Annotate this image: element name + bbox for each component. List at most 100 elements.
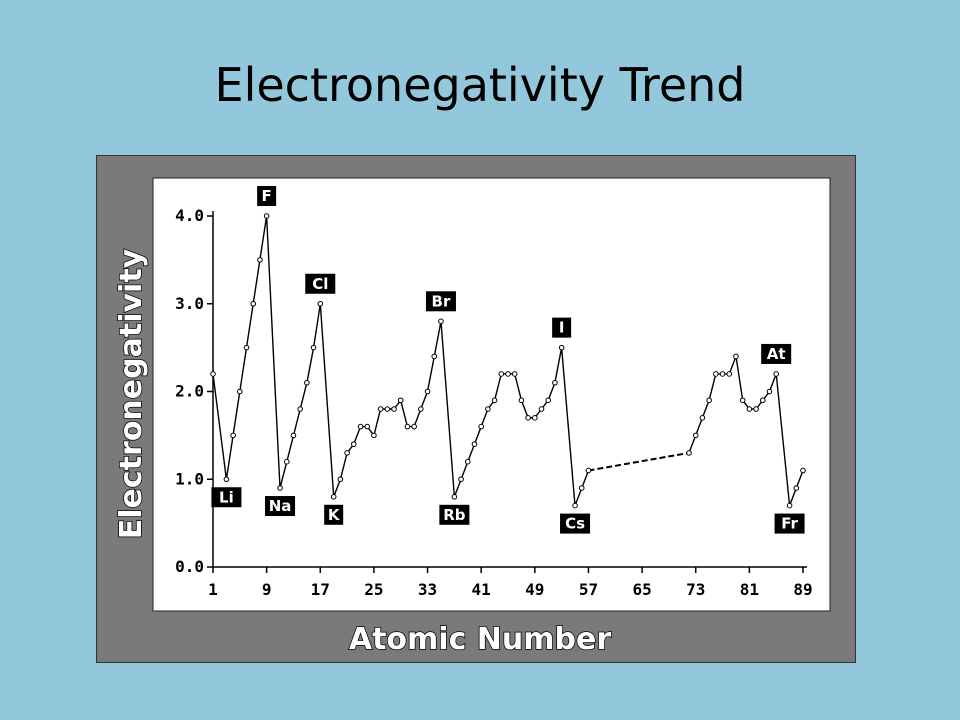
element-label-box: [560, 513, 591, 534]
data-point: [766, 388, 773, 395]
data-point: [585, 467, 592, 474]
data-point: [283, 458, 290, 465]
data-point: [257, 257, 263, 263]
y-tick-label: 0.0: [175, 557, 204, 576]
data-point: [739, 397, 746, 404]
element-label-text: Fr: [781, 515, 798, 533]
data-point: [377, 406, 384, 412]
x-tick-label: 1: [208, 580, 218, 599]
element-label-text: I: [559, 319, 565, 337]
x-tick-label: 73: [686, 580, 705, 599]
element-label-at: At: [761, 343, 792, 364]
element-label-fr: Fr: [774, 513, 805, 534]
y-tick-label: 1.0: [175, 469, 204, 488]
element-label-text: K: [328, 506, 341, 524]
data-point: [337, 476, 344, 483]
data-point: [518, 397, 525, 404]
data-point: [558, 344, 565, 351]
element-label-box: [324, 504, 344, 525]
x-tick-label: 81: [740, 580, 759, 599]
x-tick-label: 49: [525, 580, 544, 599]
element-label-box: [425, 291, 456, 312]
element-label-box: [774, 513, 805, 534]
data-point: [478, 423, 484, 430]
element-label-i: I: [552, 317, 572, 338]
element-label-text: Li: [219, 488, 234, 506]
element-label-br: Br: [425, 291, 456, 312]
element-label-cl: Cl: [305, 273, 336, 294]
data-point: [237, 388, 243, 395]
data-point: [277, 485, 283, 491]
chart-frame: Atomic Number Electronegativity 0.0 1.0 2.0…: [96, 155, 856, 663]
x-tick-label: 17: [311, 580, 330, 599]
data-point: [686, 450, 692, 456]
y-axis-title: Electronegativity: [114, 248, 149, 539]
data-point: [391, 406, 397, 412]
data-point: [230, 432, 236, 439]
element-label-box: [552, 317, 572, 338]
x-tick-label: 65: [632, 580, 651, 599]
data-point: [759, 397, 766, 404]
element-label-f: F: [257, 186, 277, 206]
data-point: [458, 476, 464, 483]
data-point: [364, 423, 371, 430]
data-point: [471, 441, 478, 447]
data-point: [719, 371, 726, 377]
data-point: [706, 397, 712, 404]
data-point: [317, 300, 324, 307]
data-point: [491, 397, 498, 404]
data-point: [310, 344, 317, 351]
element-label-box: [265, 496, 296, 517]
element-label-text: F: [262, 187, 272, 205]
data-point: [525, 415, 531, 421]
data-point: [210, 371, 216, 377]
data-point: [498, 371, 505, 377]
data-point: [713, 371, 719, 377]
data-point: [505, 371, 511, 377]
element-label-box: [211, 487, 242, 508]
data-point: [753, 406, 759, 412]
element-label-text: At: [767, 345, 786, 363]
data-point: [692, 432, 699, 439]
data-point: [243, 344, 250, 351]
data-point: [578, 485, 585, 491]
element-label-box: [257, 186, 277, 206]
data-point: [371, 432, 377, 439]
data-point: [397, 397, 404, 404]
data-point: [552, 379, 558, 386]
data-point: [297, 406, 303, 412]
data-point: [793, 485, 800, 491]
element-label-box: [761, 343, 792, 364]
x-axis-title: Atomic Number: [349, 622, 611, 657]
data-point: [746, 406, 753, 412]
data-point: [350, 441, 357, 447]
data-point: [538, 406, 545, 412]
data-point: [511, 371, 518, 377]
data-point: [418, 406, 424, 412]
data-point: [344, 450, 350, 456]
data-point: [726, 371, 733, 377]
data-point: [424, 388, 431, 395]
data-point: [330, 494, 337, 500]
x-tick-label: 9: [262, 580, 272, 599]
data-point: [223, 476, 230, 483]
x-tick-label: 33: [418, 580, 437, 599]
data-point: [290, 432, 297, 439]
series-line-dashed: [588, 451, 690, 472]
data-point: [800, 467, 806, 474]
y-tick-label: 4.0: [175, 206, 204, 225]
element-label-box: [439, 504, 470, 525]
element-label-k: K: [324, 504, 344, 525]
data-point: [545, 397, 552, 404]
x-tick-label: 41: [472, 580, 491, 599]
x-tick-label: 25: [364, 580, 383, 599]
data-point: [451, 494, 458, 500]
data-point: [733, 353, 739, 360]
data-point: [304, 379, 310, 386]
data-point: [699, 415, 706, 421]
element-label-text: Cl: [312, 275, 328, 293]
element-label-rb: Rb: [439, 504, 470, 525]
data-point: [250, 300, 257, 307]
series-line: [212, 215, 590, 506]
data-point: [438, 318, 444, 325]
